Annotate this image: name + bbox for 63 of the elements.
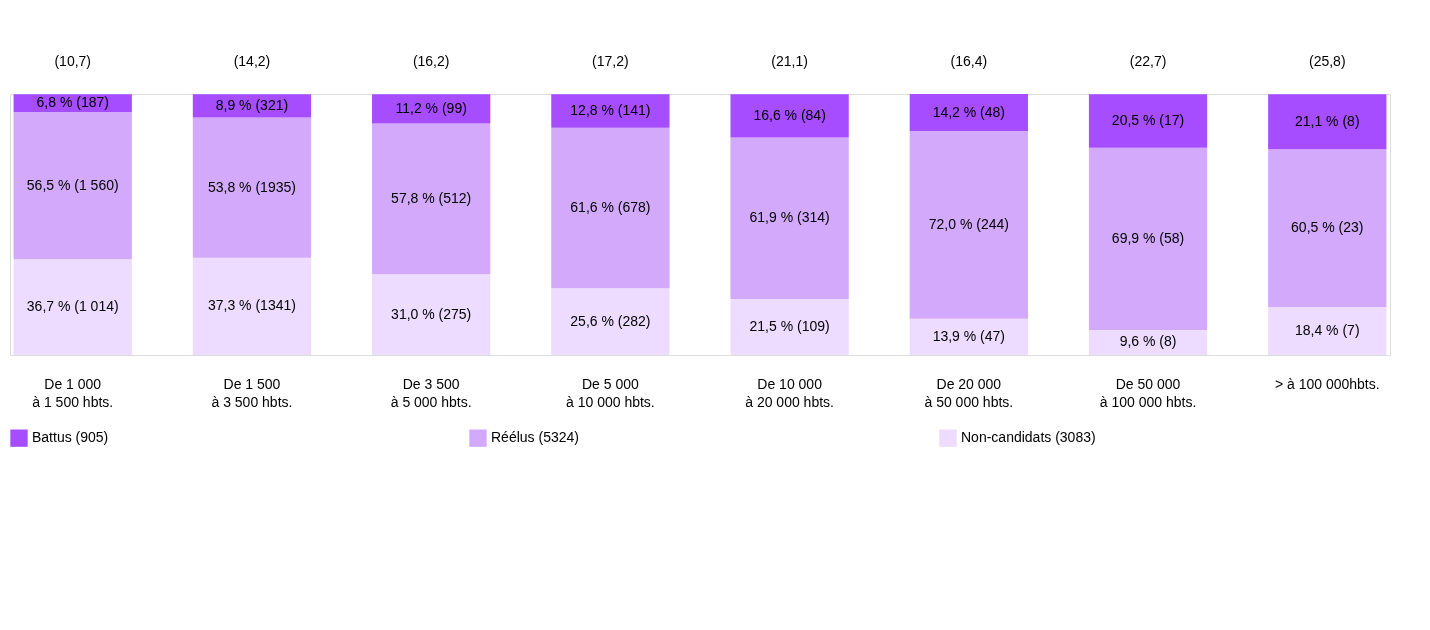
text: (22,7) <box>1129 53 1167 69</box>
text: (16,2) <box>412 53 450 69</box>
text: (10,7) <box>54 53 92 69</box>
x-tick-label: De 1 000 à 1 500 hbts. <box>32 375 114 410</box>
bar <box>1268 149 1387 308</box>
bar <box>551 94 670 128</box>
data-label: 61,6 % (678) <box>570 198 651 215</box>
data-label: 12,8 % (141) <box>570 101 651 118</box>
data-label: 61,9 % (314) <box>749 209 830 226</box>
bar <box>1088 147 1208 330</box>
bar <box>1088 94 1208 148</box>
x-tick-label: De 1 500 à 3 500 hbts. <box>211 375 293 410</box>
bar <box>730 94 849 138</box>
data-label: 57,8 % (512) <box>391 189 472 206</box>
text: (14,2) <box>233 53 271 69</box>
data-label: 53,8 % (1935) <box>207 178 296 195</box>
bar <box>909 131 1028 319</box>
data-label: 6,8 % (187) <box>36 94 109 111</box>
legend-label: Non-candidats (3083) <box>961 429 1096 446</box>
data-label: 8,9 % (321) <box>215 96 289 113</box>
data-label: 36,7 % (1 014) <box>26 298 119 315</box>
bar <box>909 94 1028 132</box>
bar <box>372 123 491 275</box>
text: (21,1) <box>771 53 808 69</box>
data-label: 25,6 % (282) <box>570 312 651 329</box>
x-tick-label: De 3 500 à 5 000 hbts. <box>390 375 472 410</box>
data-label: 31,0 % (275) <box>391 305 472 322</box>
x-tick-label: De 20 000 à 50 000 hbts. <box>924 375 1014 410</box>
data-label: 37,3 % (1341) <box>207 297 296 314</box>
bar <box>192 257 312 355</box>
data-label: 18,4 % (7) <box>1294 322 1360 339</box>
data-label: 14,2 % (48) <box>932 103 1006 120</box>
bar <box>13 111 132 260</box>
data-label: 21,1 % (8) <box>1294 112 1360 129</box>
x-tick-label: De 50 000 à 100 000 hbts. <box>1099 375 1197 410</box>
legend-label: Réélus (5324) <box>491 429 579 446</box>
bar <box>372 274 491 355</box>
data-label: 11,2 % (99) <box>395 99 467 116</box>
data-label: 21,5 % (109) <box>749 317 830 334</box>
data-label: 13,9 % (47) <box>932 327 1006 344</box>
data-label: 72,0 % (244) <box>928 215 1009 232</box>
bar <box>1268 307 1387 355</box>
data-label: 20,5 % (17) <box>1111 111 1185 128</box>
data-label: 69,9 % (58) <box>1111 229 1185 246</box>
bar <box>13 259 132 355</box>
bar <box>730 298 849 355</box>
bar <box>909 318 1028 355</box>
text: (16,4) <box>950 53 988 69</box>
text: (17,2) <box>592 53 629 69</box>
data-label: 56,5 % (1 560) <box>26 176 119 193</box>
data-label: 60,5 % (23) <box>1291 219 1364 236</box>
bar <box>551 127 670 289</box>
bar <box>1268 94 1387 150</box>
text: (25,8) <box>1308 53 1346 69</box>
x-tick-label: > à 100 000hbts. <box>1274 375 1380 392</box>
data-label: 16,6 % (84) <box>753 106 826 123</box>
legend-label: Battus (905) <box>32 429 109 446</box>
bar <box>730 137 849 299</box>
bar <box>551 288 670 355</box>
x-tick-label: De 5 000 à 10 000 hbts. <box>566 375 655 410</box>
bar <box>192 117 312 258</box>
x-tick-label: De 10 000 à 20 000 hbts. <box>745 375 834 410</box>
data-label: 9,6 % (8) <box>1119 333 1177 350</box>
